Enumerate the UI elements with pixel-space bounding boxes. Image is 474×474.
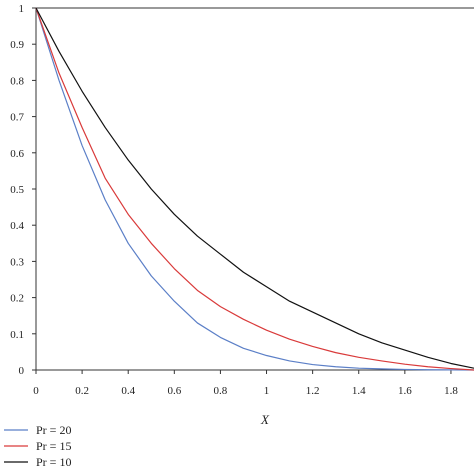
x-tick-label: 1.4 [352, 385, 366, 397]
y-tick-label: 0.7 [10, 112, 24, 124]
x-tick-label: 1.6 [398, 385, 412, 397]
y-tick-label: 0.5 [10, 184, 24, 196]
y-tick-label: 0.6 [10, 148, 24, 160]
y-tick-label: 0.9 [10, 39, 24, 51]
series-line-pr-15 [35, 7, 474, 371]
x-tick-label: 1.2 [306, 385, 320, 397]
x-axis-ticks: 0 0.2 0.4 0.6 0.8 1 1.2 1.4 1.6 1.8 [33, 370, 458, 397]
legend-label: Pr = 20 [36, 423, 71, 437]
y-tick-label: 0.8 [10, 75, 24, 87]
y-tick-label: 0 [19, 365, 25, 377]
series-line-pr-20 [35, 7, 474, 371]
x-tick-label: 1.8 [444, 385, 458, 397]
legend-label: Pr = 10 [36, 455, 71, 469]
x-tick-label: 0.4 [121, 385, 135, 397]
legend-label: Pr = 15 [36, 439, 71, 453]
x-tick-label: 1 [264, 385, 270, 397]
series-line-pr-10 [35, 7, 474, 369]
y-tick-label: 0.1 [10, 329, 24, 341]
legend: Pr = 20 Pr = 15 Pr = 10 [4, 423, 71, 469]
y-tick-label: 0.3 [10, 256, 24, 268]
y-tick-label: 0.4 [10, 220, 24, 232]
x-tick-label: 0.6 [167, 385, 181, 397]
x-axis-label: X [260, 412, 270, 427]
plot-frame [35, 7, 474, 371]
y-tick-label: 1 [19, 3, 25, 15]
y-axis-ticks: 0 0.1 0.2 0.3 0.4 0.5 0.6 0.7 0.8 0.9 1 [10, 3, 36, 377]
x-tick-label: 0.2 [75, 385, 89, 397]
series-lines [35, 7, 474, 371]
x-tick-label: 0.8 [214, 385, 228, 397]
x-tick-label: 0 [33, 385, 39, 397]
y-tick-label: 0.2 [10, 293, 24, 305]
